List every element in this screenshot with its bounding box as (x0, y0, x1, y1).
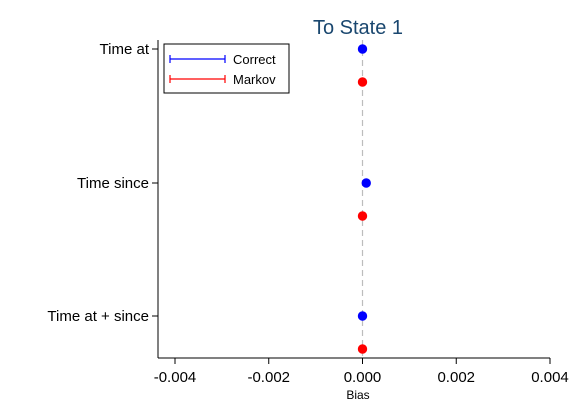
point-markov (357, 344, 368, 354)
x-tick-label: -0.004 (154, 369, 197, 386)
point-correct (361, 178, 371, 188)
x-tick-label: 0.002 (437, 369, 475, 386)
x-tick-label: 0.000 (344, 369, 382, 386)
legend-box (163, 43, 290, 94)
y-tick-label: Time at + since (47, 308, 149, 325)
point-correct (357, 311, 368, 321)
point-correct (357, 44, 368, 54)
y-tick-label: Time at (100, 41, 150, 58)
legend-label-correct: Correct (233, 52, 276, 67)
y-tick-label: Time since (77, 175, 149, 192)
point-markov (357, 211, 368, 221)
legend: Correct Markov (163, 43, 290, 94)
legend-label-markov: Markov (233, 72, 276, 87)
x-axis-title: Bias (346, 388, 369, 402)
point-markov (357, 77, 368, 87)
x-tick-label: 0.004 (531, 369, 569, 386)
plot-area: -0.004 -0.002 0.000 0.002 0.004 Time at Time s… (47, 40, 569, 386)
x-tick-label: -0.002 (247, 369, 290, 386)
chart-title: To State 1 (313, 17, 403, 39)
